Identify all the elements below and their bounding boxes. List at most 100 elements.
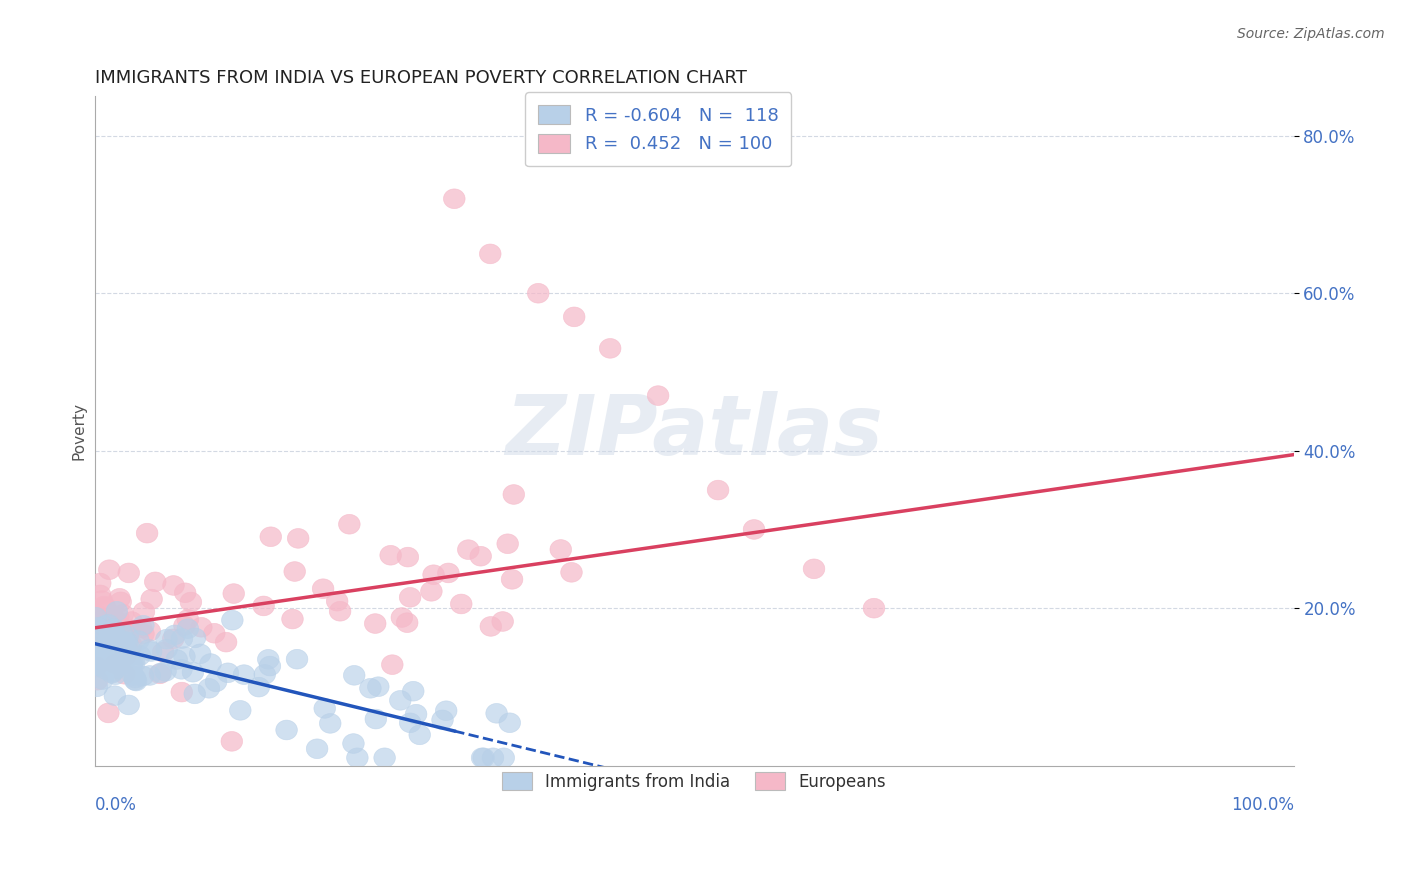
Ellipse shape xyxy=(86,671,108,690)
Ellipse shape xyxy=(90,640,111,660)
Ellipse shape xyxy=(136,524,157,543)
Ellipse shape xyxy=(139,622,160,641)
Ellipse shape xyxy=(437,563,460,582)
Ellipse shape xyxy=(93,626,114,646)
Ellipse shape xyxy=(105,601,128,621)
Ellipse shape xyxy=(399,713,420,732)
Y-axis label: Poverty: Poverty xyxy=(72,402,86,460)
Ellipse shape xyxy=(471,747,494,768)
Ellipse shape xyxy=(479,616,502,636)
Ellipse shape xyxy=(86,629,107,649)
Ellipse shape xyxy=(87,615,110,634)
Ellipse shape xyxy=(149,664,170,683)
Ellipse shape xyxy=(134,602,155,622)
Ellipse shape xyxy=(492,612,513,632)
Ellipse shape xyxy=(108,589,131,608)
Ellipse shape xyxy=(165,625,186,645)
Ellipse shape xyxy=(121,636,142,656)
Ellipse shape xyxy=(707,480,728,500)
Ellipse shape xyxy=(150,663,172,682)
Ellipse shape xyxy=(118,563,139,582)
Ellipse shape xyxy=(319,714,342,733)
Ellipse shape xyxy=(86,617,107,637)
Ellipse shape xyxy=(86,657,108,676)
Ellipse shape xyxy=(97,615,120,634)
Ellipse shape xyxy=(115,632,138,652)
Ellipse shape xyxy=(183,663,204,682)
Ellipse shape xyxy=(105,650,128,670)
Ellipse shape xyxy=(229,700,252,720)
Ellipse shape xyxy=(221,731,243,751)
Ellipse shape xyxy=(89,645,110,665)
Ellipse shape xyxy=(101,620,122,640)
Ellipse shape xyxy=(156,640,177,659)
Ellipse shape xyxy=(405,705,427,724)
Ellipse shape xyxy=(122,666,143,686)
Ellipse shape xyxy=(184,684,205,704)
Ellipse shape xyxy=(105,658,128,678)
Ellipse shape xyxy=(374,747,395,768)
Ellipse shape xyxy=(118,638,139,657)
Ellipse shape xyxy=(93,645,115,665)
Ellipse shape xyxy=(281,609,304,629)
Text: ZIPatlas: ZIPatlas xyxy=(505,391,883,472)
Ellipse shape xyxy=(97,630,120,649)
Ellipse shape xyxy=(364,614,387,633)
Ellipse shape xyxy=(343,665,366,685)
Ellipse shape xyxy=(91,591,112,610)
Ellipse shape xyxy=(170,659,193,679)
Ellipse shape xyxy=(100,618,121,638)
Ellipse shape xyxy=(107,607,129,627)
Ellipse shape xyxy=(247,677,270,697)
Ellipse shape xyxy=(499,713,520,732)
Ellipse shape xyxy=(87,607,108,627)
Ellipse shape xyxy=(107,612,128,632)
Ellipse shape xyxy=(104,654,127,673)
Ellipse shape xyxy=(124,653,145,673)
Ellipse shape xyxy=(163,575,184,595)
Ellipse shape xyxy=(479,244,501,264)
Ellipse shape xyxy=(97,632,118,651)
Ellipse shape xyxy=(166,649,187,669)
Ellipse shape xyxy=(314,698,336,718)
Ellipse shape xyxy=(233,665,254,684)
Ellipse shape xyxy=(326,591,347,611)
Ellipse shape xyxy=(205,672,226,691)
Ellipse shape xyxy=(380,545,402,566)
Ellipse shape xyxy=(90,657,112,677)
Ellipse shape xyxy=(409,725,430,745)
Ellipse shape xyxy=(120,620,142,640)
Ellipse shape xyxy=(132,666,153,686)
Ellipse shape xyxy=(103,652,125,672)
Ellipse shape xyxy=(101,631,122,650)
Ellipse shape xyxy=(125,671,148,691)
Ellipse shape xyxy=(108,618,131,638)
Ellipse shape xyxy=(129,646,150,665)
Ellipse shape xyxy=(104,626,127,646)
Ellipse shape xyxy=(86,657,107,676)
Ellipse shape xyxy=(103,627,124,647)
Ellipse shape xyxy=(561,563,582,582)
Ellipse shape xyxy=(101,664,122,683)
Ellipse shape xyxy=(503,484,524,504)
Ellipse shape xyxy=(117,626,139,646)
Ellipse shape xyxy=(90,624,112,644)
Ellipse shape xyxy=(94,640,117,660)
Text: 100.0%: 100.0% xyxy=(1230,796,1294,814)
Ellipse shape xyxy=(254,665,276,684)
Ellipse shape xyxy=(647,385,669,406)
Ellipse shape xyxy=(177,619,198,639)
Ellipse shape xyxy=(339,515,360,534)
Ellipse shape xyxy=(103,608,125,628)
Ellipse shape xyxy=(100,628,122,648)
Ellipse shape xyxy=(436,701,457,721)
Ellipse shape xyxy=(396,548,419,567)
Ellipse shape xyxy=(259,657,281,676)
Ellipse shape xyxy=(110,592,132,612)
Ellipse shape xyxy=(100,653,121,673)
Ellipse shape xyxy=(86,624,108,644)
Ellipse shape xyxy=(111,655,134,674)
Ellipse shape xyxy=(139,665,160,685)
Ellipse shape xyxy=(132,624,155,644)
Ellipse shape xyxy=(112,605,134,624)
